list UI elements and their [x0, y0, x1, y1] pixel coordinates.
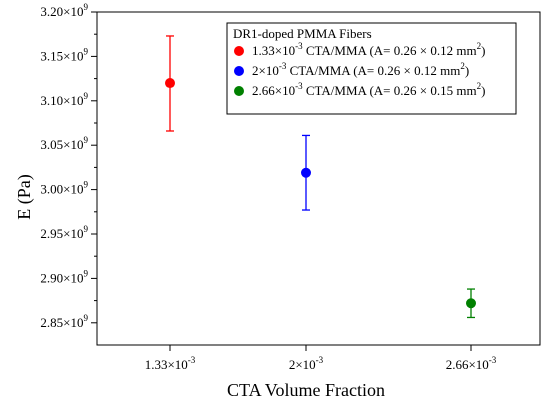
x-tick-label: 2×10-3 [289, 355, 324, 372]
legend-entry: 2×10-3 CTA/MMA (A= 0.26 × 0.12 mm2) [252, 61, 469, 78]
data-point-group [301, 134, 311, 211]
y-tick-label: 2.90×109 [40, 268, 88, 285]
x-axis-title: CTA Volume Fraction [227, 380, 385, 400]
y-tick-label: 3.00×109 [40, 180, 88, 197]
plot-frame [96, 11, 541, 346]
data-point-group [165, 35, 175, 132]
legend-box [226, 22, 517, 115]
data-point [466, 298, 476, 309]
legend-title: DR1-doped PMMA Fibers [233, 26, 372, 41]
x-tick-label: 1.33×10-3 [145, 355, 196, 372]
data-point [301, 167, 311, 178]
y-tick-label: 3.15×109 [40, 46, 88, 63]
legend-entry: 1.33×10-3 CTA/MMA (A= 0.26 × 0.12 mm2) [252, 41, 485, 58]
y-tick-label: 3.20×109 [40, 2, 88, 19]
legend-marker [234, 46, 244, 56]
data-point [165, 78, 175, 89]
y-tick-label: 2.85×109 [40, 313, 88, 330]
data-point-group [466, 288, 476, 319]
y-tick-label: 3.05×109 [40, 135, 88, 152]
legend-marker [234, 86, 244, 96]
legend-marker [234, 66, 244, 76]
y-axis-title: E (Pa) [14, 174, 35, 219]
x-tick-label: 2.66×10-3 [446, 355, 497, 372]
legend-entry: 2.66×10-3 CTA/MMA (A= 0.26 × 0.15 mm2) [252, 81, 485, 98]
y-tick-label: 2.95×109 [40, 224, 88, 241]
y-tick-label: 3.10×109 [40, 91, 88, 108]
